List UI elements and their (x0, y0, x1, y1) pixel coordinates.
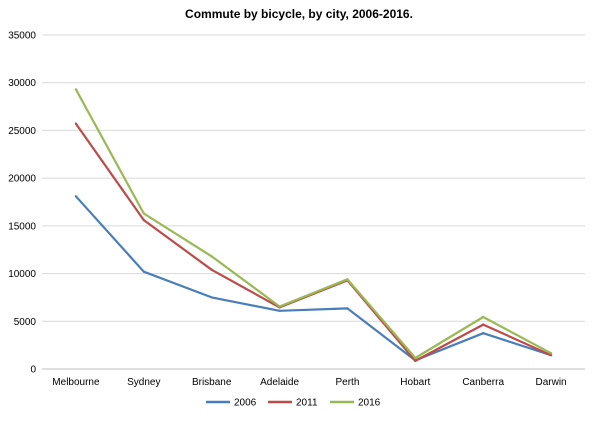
legend: 2006 2011 2016 (206, 398, 381, 409)
data-point (142, 212, 146, 215)
series-line (75, 123, 552, 362)
x-tick-label: Hobart (400, 377, 430, 388)
x-tick-label: Perth (335, 377, 359, 388)
legend-label: 2006 (234, 398, 257, 409)
data-point (414, 356, 417, 360)
series-line (74, 88, 552, 360)
y-tick-label: 15000 (8, 221, 36, 232)
data-point (278, 305, 281, 308)
x-tick-label: Melbourne (52, 377, 100, 388)
y-tick-label: 30000 (8, 78, 36, 89)
x-tick-label: Sydney (127, 377, 160, 388)
data-point (414, 359, 417, 363)
y-tick-label: 25000 (8, 126, 36, 137)
x-tick-label: Canberra (462, 377, 504, 388)
data-point (142, 218, 146, 222)
y-axis-ticks: 0 5000 10000 15000 20000 25000 30000 35000 (8, 31, 36, 376)
y-tick-label: 0 (30, 365, 36, 376)
x-axis-ticks: Melbourne Sydney Brisbane Adelaide Perth Hoba… (52, 377, 566, 388)
chart-title: Commute by bicycle, by city, 2006-2016. (185, 7, 413, 21)
data-point (481, 315, 485, 319)
data-point (210, 255, 213, 258)
y-tick-label: 35000 (8, 31, 36, 42)
data-point (481, 323, 485, 326)
gridlines (42, 34, 585, 370)
legend-item: 2016 (330, 398, 381, 409)
data-point (210, 268, 213, 271)
y-tick-label: 10000 (8, 269, 36, 280)
data-point (481, 332, 485, 335)
data-point (74, 195, 78, 198)
series-2011 (74, 122, 553, 363)
data-point (74, 122, 78, 125)
data-point (142, 270, 146, 273)
y-tick-label: 20000 (8, 174, 36, 185)
data-point (549, 352, 553, 355)
data-point (346, 278, 349, 281)
series-2016 (74, 88, 553, 360)
data-point (74, 88, 78, 91)
legend-label: 2016 (358, 398, 381, 409)
data-point (210, 296, 213, 299)
legend-item: 2006 (206, 398, 257, 409)
series-line (75, 195, 552, 362)
x-tick-label: Adelaide (260, 377, 299, 388)
data-point (346, 307, 349, 310)
data-point (549, 353, 553, 357)
legend-label: 2011 (296, 398, 318, 409)
legend-item: 2011 (268, 398, 318, 409)
x-tick-label: Brisbane (192, 377, 232, 388)
series-2006 (74, 195, 553, 362)
data-point (278, 309, 281, 312)
series-lines (74, 88, 553, 363)
y-tick-label: 5000 (14, 317, 37, 328)
x-tick-label: Darwin (536, 377, 567, 388)
